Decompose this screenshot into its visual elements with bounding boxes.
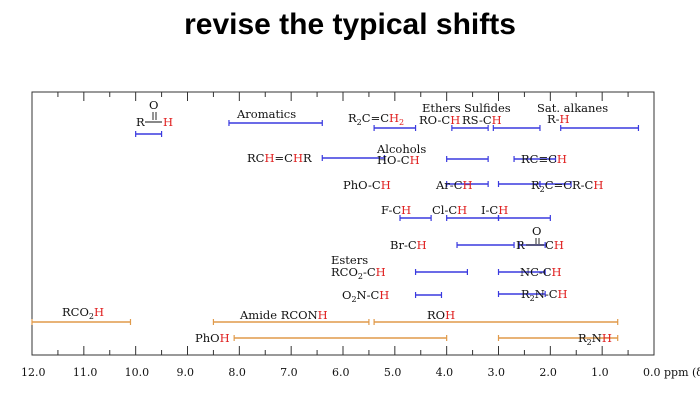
shift-range-bar xyxy=(456,242,515,248)
label-alcohols: Alcohols xyxy=(376,142,426,156)
shift-range-bar xyxy=(414,292,443,298)
tick-label: 12.0 xyxy=(21,366,46,379)
label-rc-ch: RC≡CH xyxy=(521,152,567,166)
label-esters: Esters xyxy=(331,253,368,267)
shift-range-bar xyxy=(373,125,417,131)
shift-range-bar xyxy=(513,156,557,162)
shift-range-bar xyxy=(497,215,551,221)
shift-range-bar xyxy=(414,269,468,275)
label-nc-ch: NC-CH xyxy=(520,265,562,279)
ketone-oxygen-text: O xyxy=(532,224,541,238)
tick-label: 3.0 xyxy=(488,366,506,379)
ketone-ch-text: CH xyxy=(545,238,564,252)
shift-range-bar xyxy=(497,269,546,275)
label-roh: ROH xyxy=(427,308,455,322)
tick-label: 8.0 xyxy=(228,366,246,379)
shift-range-bar xyxy=(31,319,132,325)
shift-range-bar xyxy=(446,156,489,162)
shift-range-bar xyxy=(497,335,619,341)
label-r2nh: R2NH xyxy=(578,331,612,347)
tick-label: 11.0 xyxy=(73,366,98,379)
tick-label: 0.0 ppm (δ) xyxy=(643,366,700,379)
plot-border xyxy=(31,91,655,356)
label-f-ch: F-CH xyxy=(381,203,411,217)
chart-frame xyxy=(31,91,655,356)
label-ketone-ch: R O CH xyxy=(516,224,564,252)
tick-label: 7.0 xyxy=(280,366,298,379)
shift-range-bar xyxy=(321,155,386,161)
label-sulfides: Sulfides xyxy=(464,101,511,115)
shift-range-bar xyxy=(560,125,640,131)
label-r-h: R-H xyxy=(547,112,570,126)
label-amide: Amide RCONH xyxy=(239,308,328,322)
label-aromatics: Aromatics xyxy=(236,107,296,121)
aldehyde-r-text: R xyxy=(136,115,145,129)
shift-range-bar xyxy=(233,335,448,341)
label-br-ch: Br-CH xyxy=(390,238,427,252)
axis-tick-labels: 12.0 11.0 10.0 9.0 8.0 7.0 6.0 5.0 4.0 3.0 2.0 1.0 0… xyxy=(21,366,700,379)
shift-ranges xyxy=(31,120,640,341)
shift-range-bar xyxy=(451,125,489,131)
shift-range-bar xyxy=(399,215,432,221)
label-rs-ch: RS-CH xyxy=(462,113,502,127)
label-r2c-ch2: R2C=CH2 xyxy=(348,111,404,127)
label-rco2-ch: RCO2-CH xyxy=(331,265,386,281)
shift-range-bar xyxy=(497,291,546,297)
axis-ticks xyxy=(31,92,655,355)
label-ethers: Ethers xyxy=(422,101,461,115)
shift-range-bar xyxy=(212,319,370,325)
shift-range-bar xyxy=(373,319,619,325)
label-phoh: PhOH xyxy=(195,331,230,345)
label-ar-ch: Ar-CH xyxy=(435,178,473,192)
aldehyde-h-text: H xyxy=(163,115,173,129)
label-r2c-cr-ch: R2C=CR-CH xyxy=(531,178,603,194)
shift-range-bar xyxy=(539,181,572,187)
label-rco2h: RCO2H xyxy=(62,305,104,321)
label-ho-ch: HO-CH xyxy=(377,153,420,167)
tick-label: 5.0 xyxy=(384,366,402,379)
label-i-ch: I-CH xyxy=(481,203,508,217)
label-aldehyde: R O H xyxy=(136,98,173,129)
shift-range-bar xyxy=(492,125,541,131)
label-r2n-ch: R2N-CH xyxy=(521,287,568,303)
tick-label: 6.0 xyxy=(332,366,350,379)
shift-range-bar xyxy=(135,131,163,137)
label-rch-chr: RCH=CHR xyxy=(247,151,312,165)
tick-label: 10.0 xyxy=(125,366,149,379)
aldehyde-oxygen-text: O xyxy=(149,98,158,112)
slide-title: revise the typical shifts xyxy=(184,8,516,41)
shift-range-bar xyxy=(228,120,323,126)
label-pho-ch: PhO-CH xyxy=(343,178,391,192)
label-ro-ch: RO-CH xyxy=(419,113,460,127)
tick-label: 2.0 xyxy=(539,366,557,379)
tick-label: 9.0 xyxy=(177,366,195,379)
ketone-r-text: R xyxy=(516,238,525,252)
label-sat-alkanes: Sat. alkanes xyxy=(537,101,608,115)
shift-range-bar xyxy=(446,181,489,187)
tick-label: 4.0 xyxy=(436,366,454,379)
label-cl-ch: Cl-CH xyxy=(432,203,467,217)
tick-label: 1.0 xyxy=(591,366,609,379)
label-o2n-ch: O2N-CH xyxy=(342,288,389,304)
